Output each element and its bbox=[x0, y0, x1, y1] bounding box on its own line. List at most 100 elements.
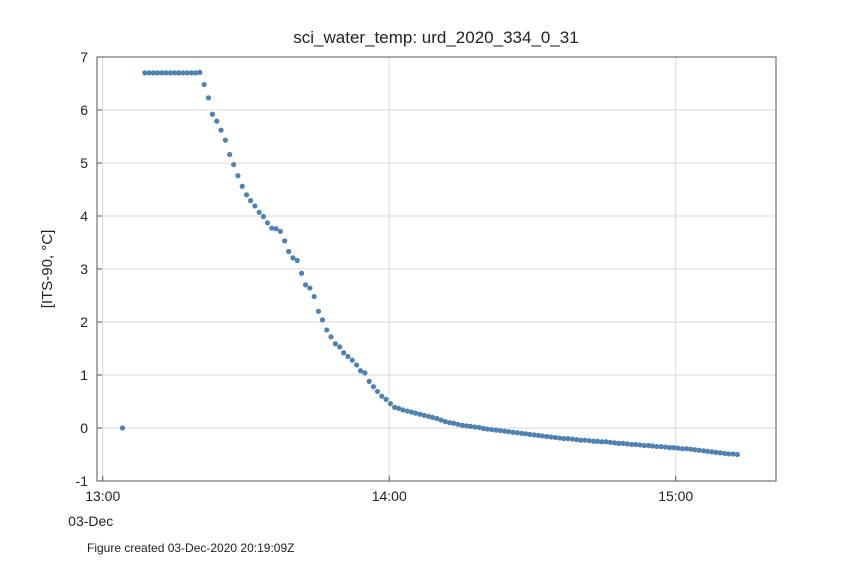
data-point bbox=[506, 429, 512, 435]
data-point bbox=[349, 357, 355, 363]
data-point bbox=[205, 95, 212, 101]
data-point bbox=[315, 308, 322, 314]
data-point bbox=[472, 424, 478, 430]
data-point bbox=[675, 445, 681, 451]
data-point bbox=[172, 70, 178, 76]
data-point bbox=[222, 137, 228, 143]
data-point bbox=[629, 441, 635, 448]
data-point bbox=[544, 433, 550, 440]
data-point bbox=[176, 70, 182, 76]
data-point bbox=[337, 344, 343, 350]
data-point bbox=[467, 423, 474, 430]
data-point bbox=[649, 443, 656, 449]
data-point bbox=[434, 415, 440, 422]
data-point bbox=[302, 282, 309, 288]
data-point bbox=[713, 449, 719, 455]
data-point bbox=[231, 161, 237, 168]
data-point bbox=[620, 440, 626, 446]
data-point bbox=[489, 426, 495, 433]
data-point bbox=[357, 368, 364, 374]
data-point bbox=[197, 69, 203, 75]
figure-created-note: Figure created 03-Dec-2020 20:19:09Z bbox=[87, 541, 295, 555]
data-point bbox=[341, 350, 347, 356]
data-point bbox=[119, 425, 126, 431]
data-point bbox=[539, 433, 546, 439]
y-tick-label: 2 bbox=[80, 314, 88, 330]
y-tick-label: 0 bbox=[80, 420, 88, 436]
data-point bbox=[552, 434, 558, 441]
data-point bbox=[493, 427, 499, 433]
data-point bbox=[167, 70, 173, 76]
data-point bbox=[184, 70, 190, 76]
data-point bbox=[163, 70, 169, 76]
data-point bbox=[273, 226, 279, 232]
data-point bbox=[353, 362, 360, 368]
data-point bbox=[282, 238, 288, 244]
data-point bbox=[154, 70, 161, 76]
data-point bbox=[523, 431, 529, 437]
data-point bbox=[180, 70, 186, 76]
data-point bbox=[599, 439, 605, 445]
data-point bbox=[565, 436, 571, 442]
data-point bbox=[218, 127, 224, 133]
data-point bbox=[286, 248, 292, 255]
y-tick-label: 5 bbox=[80, 155, 88, 171]
grid-lines bbox=[97, 57, 776, 481]
data-point bbox=[374, 388, 381, 395]
y-tick-label: -1 bbox=[76, 473, 89, 489]
data-point bbox=[569, 436, 575, 442]
y-tick-label: 4 bbox=[80, 208, 88, 224]
data-point bbox=[201, 81, 207, 88]
data-point bbox=[235, 173, 241, 179]
data-point bbox=[438, 417, 444, 423]
data-point bbox=[417, 411, 423, 417]
data-point bbox=[146, 70, 152, 76]
data-point bbox=[256, 209, 262, 215]
data-point bbox=[319, 317, 326, 323]
data-point bbox=[484, 426, 491, 432]
axis-ticks: -1 0 1 2 3 4 5 6 7 13:00 03-Dec 14:00 15:00 bbox=[68, 49, 693, 529]
data-point bbox=[298, 270, 305, 276]
data-point bbox=[637, 442, 643, 448]
data-point bbox=[624, 441, 630, 447]
data-point bbox=[209, 111, 216, 117]
y-axis-label: [ITS-90, °C] bbox=[39, 230, 56, 309]
data-point bbox=[324, 327, 330, 333]
data-point bbox=[392, 404, 398, 410]
data-points bbox=[119, 69, 740, 458]
data-point bbox=[514, 430, 520, 436]
y-tick-label: 1 bbox=[80, 367, 88, 383]
x-tick-label: 14:00 bbox=[372, 488, 407, 504]
data-point bbox=[671, 445, 677, 451]
data-point bbox=[692, 447, 698, 453]
data-point bbox=[362, 370, 368, 376]
data-point bbox=[684, 446, 690, 452]
data-point bbox=[535, 432, 542, 439]
data-point bbox=[421, 412, 427, 418]
data-point bbox=[590, 438, 597, 444]
data-point bbox=[578, 437, 584, 443]
data-point bbox=[239, 183, 245, 189]
y-tick-label: 7 bbox=[80, 49, 88, 65]
data-point bbox=[612, 440, 618, 446]
data-point bbox=[696, 447, 702, 453]
data-point bbox=[594, 438, 601, 444]
data-point bbox=[497, 428, 503, 434]
data-point bbox=[700, 448, 707, 454]
y-tick-label: 3 bbox=[80, 261, 88, 277]
data-point bbox=[252, 203, 258, 209]
data-point bbox=[379, 393, 385, 399]
data-point bbox=[734, 451, 740, 458]
data-point bbox=[518, 430, 525, 436]
data-point bbox=[726, 451, 732, 457]
data-point bbox=[400, 407, 406, 413]
data-point bbox=[476, 424, 482, 431]
data-point bbox=[561, 436, 567, 442]
data-point bbox=[425, 413, 432, 419]
data-point bbox=[370, 384, 377, 390]
data-point bbox=[548, 434, 554, 440]
data-point bbox=[717, 450, 724, 456]
data-point bbox=[396, 405, 402, 411]
data-point bbox=[459, 422, 465, 428]
